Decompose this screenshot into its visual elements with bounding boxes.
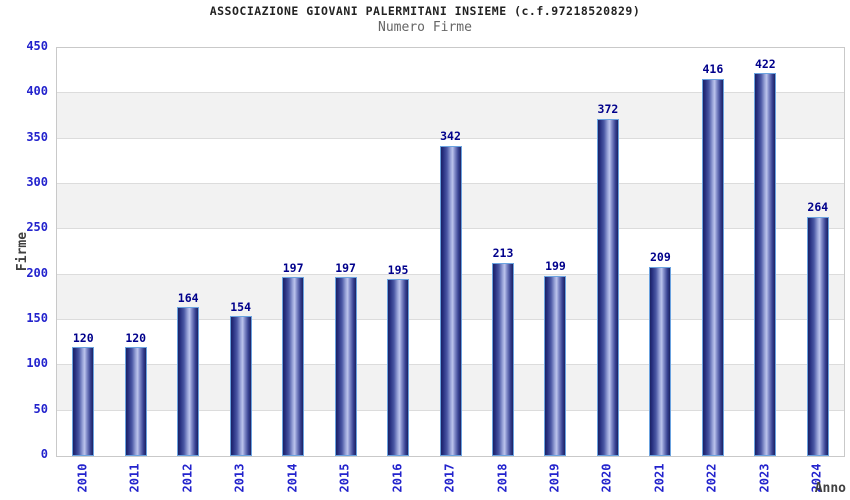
x-tick-cell: 2020 [581,457,633,499]
x-tick-cell: 2014 [266,457,318,499]
x-tick-label: 2012 [180,463,195,493]
x-tick-label: 2022 [704,463,719,493]
bar-2014 [282,277,305,456]
bar-value-label: 342 [440,129,461,144]
y-axis: 0 50 100 150 200 250 300 350 400 450 [0,40,48,460]
bar-slot: 342 [424,48,476,456]
x-tick-label: 2015 [337,463,352,493]
bar-slot: 120 [109,48,161,456]
bar-slot: 197 [319,48,371,456]
x-tick-label: 2017 [442,463,457,493]
y-tick-label: 250 [26,220,48,235]
chart-title: ASSOCIAZIONE GIOVANI PALERMITANI INSIEME… [209,4,641,18]
y-tick-label: 350 [26,129,48,144]
bar-slot: 164 [162,48,214,456]
x-tick-cell: 2011 [108,457,160,499]
x-tick-cell: 2022 [686,457,738,499]
bar-2015 [334,277,357,456]
bar-slot: 416 [687,48,739,456]
bar-value-label: 416 [702,62,724,77]
bar-2012 [177,307,200,456]
y-axis-title: Firme [15,231,31,271]
bar-value-label: 164 [177,290,199,305]
y-tick-label: 150 [26,311,48,325]
bar-2023 [754,73,777,456]
x-tick-cell: 2016 [371,457,423,499]
bar-slot: 213 [477,48,529,456]
bar-slot: 120 [57,48,109,456]
y-tick-label: 400 [26,84,48,99]
x-tick-cell: 2019 [528,457,580,499]
bar-value-label: 264 [807,200,829,215]
bar-value-label: 197 [282,260,304,275]
bar-slot: 264 [792,48,844,456]
x-tick-cell: 2012 [161,457,213,499]
bar-value-label: 195 [387,262,409,277]
x-tick-cell: 2021 [633,457,685,499]
x-tick-cell: 2018 [476,457,528,499]
chart-subtitle: Numero Firme [378,20,472,35]
bar-2021 [649,266,672,456]
x-tick-label: 2019 [547,463,562,493]
x-tick-cell: 2023 [738,457,790,499]
bar-2017 [439,145,462,456]
bar-slot: 209 [634,48,686,456]
x-tick-cell: 2015 [318,457,370,499]
x-tick-label: 2021 [652,463,667,493]
x-axis-title: Anno [814,481,846,496]
bar-value-label: 199 [545,259,566,274]
plot-area: 120 120 164 154 197 197 195 342 213 199 372 209 416 4… [56,47,845,457]
bar-2020 [596,118,619,456]
y-tick-label: 100 [26,356,48,371]
y-axis-title-box: Firme [12,47,34,455]
bar-value-label: 154 [230,299,252,314]
bar-2011 [124,347,147,456]
bar-slot: 197 [267,48,319,456]
x-tick-label: 2020 [599,463,614,493]
bar-2019 [544,275,567,456]
x-tick-label: 2013 [232,463,247,493]
bar-2010 [72,347,95,456]
x-tick-label: 2011 [127,463,142,493]
bar-2016 [387,279,410,456]
bar-2024 [806,216,829,456]
bar-slot: 195 [372,48,424,456]
bar-value-label: 209 [650,250,671,265]
x-tick-label: 2010 [75,463,90,493]
bar-value-label: 422 [754,56,776,71]
bar-value-label: 213 [492,246,514,261]
bars-container: 120 120 164 154 197 197 195 342 213 199 372 209 416 4… [57,48,844,456]
bar-slot: 154 [214,48,266,456]
bar-2018 [491,262,514,456]
x-axis: 2010 2011 2012 2013 2014 2015 2016 2017 2018 2019… [56,457,843,499]
y-tick-label: 50 [33,401,48,416]
y-tick-label: 450 [26,39,48,53]
bar-value-label: 372 [597,102,619,117]
bar-value-label: 197 [335,260,356,275]
x-axis-title-box: Anno [815,477,846,496]
bar-2013 [229,316,252,456]
x-tick-cell: 2013 [213,457,265,499]
bar-slot: 422 [739,48,791,456]
x-tick-label: 2014 [285,463,300,493]
bar-slot: 372 [582,48,634,456]
bar-value-label: 120 [72,330,94,345]
x-tick-label: 2023 [757,463,772,493]
y-tick-label: 0 [40,447,48,461]
gridline [57,137,844,139]
gridline [57,92,844,94]
bar-value-label: 120 [125,330,147,345]
x-tick-label: 2016 [390,463,405,493]
bar-2022 [701,78,724,456]
x-tick-cell: 2010 [56,457,108,499]
y-tick-label: 300 [26,175,48,189]
x-tick-label: 2018 [494,463,509,493]
x-tick-cell: 2017 [423,457,475,499]
y-tick-label: 200 [26,265,48,280]
bar-slot: 199 [529,48,581,456]
